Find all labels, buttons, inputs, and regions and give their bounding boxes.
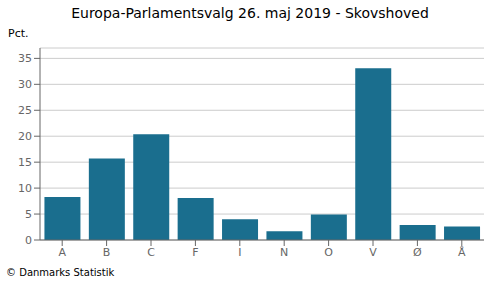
svg-text:Å: Å [458, 246, 466, 259]
svg-text:I: I [238, 246, 241, 259]
svg-text:B: B [103, 246, 111, 259]
svg-text:0: 0 [25, 234, 32, 247]
svg-text:V: V [369, 246, 377, 259]
svg-text:N: N [280, 246, 288, 259]
svg-text:25: 25 [18, 104, 32, 117]
html-text:Pct.: Pct. [8, 27, 29, 40]
svg-text:O: O [324, 246, 333, 259]
svg-text:10: 10 [18, 182, 32, 195]
svg-text:Ø: Ø [413, 246, 422, 259]
svg-text:A: A [58, 246, 66, 259]
html-text:Europa-Parlamentsvalg 26. maj: Europa-Parlamentsvalg 26. maj 2019 - Sko… [71, 5, 429, 21]
svg-text:C: C [147, 246, 155, 259]
svg-text:30: 30 [18, 78, 32, 91]
svg-text:35: 35 [18, 52, 32, 65]
svg-text:15: 15 [18, 156, 32, 169]
svg-text:20: 20 [18, 130, 32, 143]
html-text:© Danmarks Statistik: © Danmarks Statistik [6, 267, 115, 278]
svg-text:5: 5 [25, 208, 32, 221]
svg-text:F: F [192, 246, 198, 259]
